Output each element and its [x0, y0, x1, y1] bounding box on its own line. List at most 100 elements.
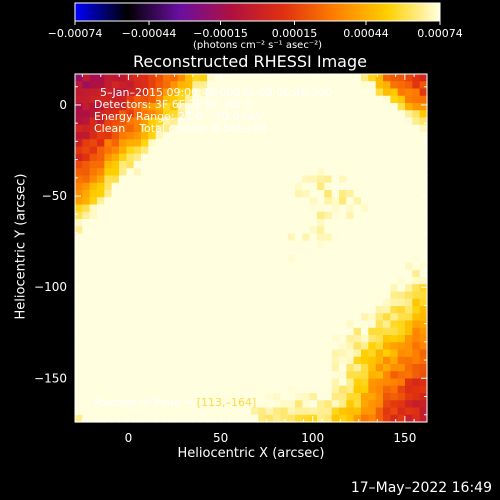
heatmap-cell [309, 124, 318, 133]
heatmap-cell [82, 248, 91, 256]
heatmap-cell [148, 124, 157, 133]
heatmap-cell [405, 262, 413, 271]
heatmap-cell [111, 182, 120, 191]
heatmap-cell [280, 110, 289, 119]
heatmap-cell [119, 385, 127, 394]
heatmap-cell [295, 378, 303, 387]
heatmap-cell [177, 414, 186, 423]
heatmap-cell [214, 349, 223, 358]
heatmap-cell [375, 240, 384, 249]
heatmap-cell [331, 146, 340, 155]
heatmap-cell [405, 168, 413, 177]
heatmap-cell [207, 262, 215, 271]
heatmap-cell [229, 233, 237, 242]
heatmap-cell [148, 306, 157, 314]
heatmap-cell [126, 378, 135, 387]
heatmap-cell [280, 400, 289, 409]
heatmap-cell [265, 414, 274, 423]
heatmap-cell [214, 393, 223, 401]
heatmap-cell [97, 211, 105, 220]
heatmap-cell [75, 255, 83, 264]
heatmap-cell [155, 182, 164, 191]
heatmap-cell [75, 88, 83, 97]
heatmap-cell [199, 132, 208, 140]
heatmap-cell [185, 269, 193, 278]
heatmap-cell [229, 168, 237, 177]
heatmap-cell [214, 298, 223, 307]
heatmap-cell [273, 95, 281, 104]
heatmap-cell [75, 414, 83, 423]
heatmap-cell [280, 74, 289, 82]
heatmap-cell [302, 117, 311, 126]
heatmap-cell [251, 204, 259, 213]
heatmap-cell [207, 371, 215, 380]
heatmap-cell [119, 211, 127, 220]
heatmap-cell [155, 342, 164, 351]
heatmap-cell [265, 378, 274, 387]
heatmap-cell [199, 284, 208, 293]
heatmap-cell [324, 414, 333, 423]
heatmap-cell [419, 153, 428, 162]
heatmap-cell [119, 269, 127, 278]
heatmap-cell [353, 298, 362, 307]
heatmap-cell [339, 240, 347, 249]
y-axis-title: Heliocentric Y (arcsec) [13, 173, 29, 320]
heatmap-cell [397, 88, 406, 97]
heatmap-cell [155, 320, 164, 329]
heatmap-cell [133, 132, 142, 140]
heatmap-cell [214, 233, 223, 242]
heatmap-cell [383, 103, 391, 111]
heatmap-cell [258, 81, 267, 90]
heatmap-cell [309, 175, 318, 184]
heatmap-cell [243, 378, 252, 387]
heatmap-cell [412, 298, 421, 307]
heatmap-cell [133, 378, 142, 387]
heatmap-cell [111, 356, 120, 365]
heatmap-cell [309, 320, 318, 329]
heatmap-cell [236, 219, 245, 227]
heatmap-cell [111, 407, 120, 416]
heatmap-cell [133, 400, 142, 409]
heatmap-cell [368, 139, 377, 148]
heatmap-cell [339, 226, 347, 235]
heatmap-cell [192, 277, 201, 285]
heatmap-cell [295, 88, 303, 97]
heatmap-cell [368, 168, 377, 177]
heatmap-cell [331, 211, 340, 220]
heatmap-cell [251, 88, 259, 97]
heatmap-cell [82, 385, 91, 394]
heatmap-cell [346, 211, 355, 220]
heatmap-cell [82, 356, 91, 365]
heatmap-cell [383, 197, 391, 206]
heatmap-cell [141, 204, 149, 213]
heatmap-cell [207, 364, 215, 372]
heatmap-cell [221, 407, 230, 416]
heatmap-cell [185, 378, 193, 387]
heatmap-cell [163, 277, 171, 285]
heatmap-cell [126, 349, 135, 358]
heatmap-cell [419, 175, 428, 184]
heatmap-cell [346, 364, 355, 372]
heatmap-cell [405, 306, 413, 314]
heatmap-cell [177, 385, 186, 394]
heatmap-cell [89, 95, 98, 104]
heatmap-cell [280, 371, 289, 380]
heatmap-cell [339, 291, 347, 300]
heatmap-cell [295, 175, 303, 184]
heatmap-cell [273, 313, 281, 322]
heatmap-cell [111, 81, 120, 90]
heatmap-cell [192, 124, 201, 133]
heatmap-cell [148, 277, 157, 285]
heatmap-cell [185, 197, 193, 206]
heatmap-cell [302, 153, 311, 162]
heatmap-cell [119, 219, 127, 227]
heatmap-cell [287, 320, 296, 329]
heatmap-cell [163, 88, 171, 97]
heatmap-cell [141, 284, 149, 293]
heatmap-cell [89, 233, 98, 242]
heatmap-cell [412, 88, 421, 97]
heatmap-cell [133, 298, 142, 307]
heatmap-cell [258, 277, 267, 285]
heatmap-cell [346, 248, 355, 256]
heatmap-cell [258, 248, 267, 256]
